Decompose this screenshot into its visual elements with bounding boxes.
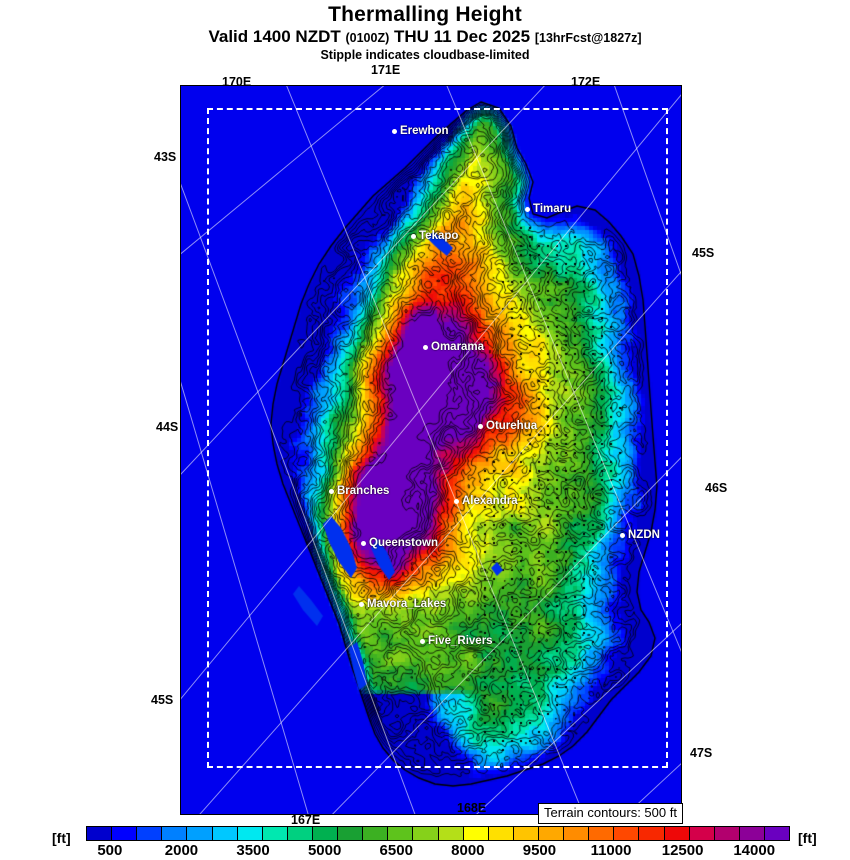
valid-time-line: Valid 1400 NZDT (0100Z) THU 11 Dec 2025 …	[0, 27, 850, 48]
lat-tick-label: 43S	[154, 150, 177, 164]
colorbar-tick-labels: 500 2000 3500 5000 6500 8000 9500 11000 12500 140…	[86, 842, 790, 860]
colorbar-tick: 2000	[164, 842, 199, 859]
colorbar-cell	[438, 827, 464, 840]
lat-tick-label: 46S	[705, 481, 728, 495]
colorbar-cell	[538, 827, 565, 840]
stipple-note: Stipple indicates cloudbase-limited	[320, 48, 530, 62]
lon-tick-label: 168E	[457, 801, 487, 815]
colorbar-cell	[262, 827, 288, 840]
colorbar-cell	[162, 827, 188, 840]
colorbar-cell	[212, 827, 238, 840]
map-plot-area[interactable]: Erewhon Timaru Tekapo Omarama Oturehua Branch…	[180, 85, 682, 815]
terrain-contour-legend: Terrain contours: 500 ft	[538, 803, 683, 824]
colorbar-tick: 14000	[733, 842, 776, 859]
colorbar-unit-left: [ft]	[52, 830, 71, 846]
colorbar-cell	[312, 827, 339, 840]
colorbar-cell	[287, 827, 313, 840]
title-block: Thermalling Height Valid 1400 NZDT (0100…	[0, 0, 850, 63]
lat-tick-label: 45S	[151, 693, 174, 707]
colorbar-cell	[112, 827, 138, 840]
lon-tick-label: 172E	[571, 75, 601, 89]
colorbar-cell	[388, 827, 414, 840]
colorbar-tick: 12500	[661, 842, 704, 859]
colorbar-tick: 500	[97, 842, 123, 859]
colorbar-cell	[689, 827, 715, 840]
colorbar-cell	[739, 827, 765, 840]
lon-tick-label: 167E	[291, 813, 321, 827]
colorbar-cell	[664, 827, 690, 840]
colorbar-cell	[187, 827, 213, 840]
colorbar-cell	[614, 827, 640, 840]
colorbar-cell	[463, 827, 489, 840]
colorbar-tick: 11000	[590, 842, 632, 859]
colorbar-legend: [ft] 500 2000 3500 5000 6500 8000 9500 11000 125…	[0, 824, 850, 860]
colorbar-cell	[87, 827, 113, 840]
colorbar-gradient	[86, 826, 790, 841]
lat-tick-label: 47S	[690, 746, 713, 760]
colorbar-tick: 9500	[522, 842, 557, 859]
lon-tick-label: 170E	[222, 75, 252, 89]
valid-time-prefix: Valid 1400 NZDT	[208, 27, 341, 46]
colorbar-cell	[714, 827, 740, 840]
colorbar-cell	[513, 827, 539, 840]
thermalling-height-heatmap	[181, 86, 681, 814]
lat-tick-label: 45S	[692, 246, 715, 260]
colorbar-cell	[137, 827, 163, 840]
valid-time-utc: (0100Z)	[345, 31, 390, 45]
colorbar-tick: 5000	[307, 842, 342, 859]
forecast-tag: [13hrFcst@1827z]	[534, 31, 642, 45]
valid-date: THU 11 Dec 2025	[394, 27, 531, 46]
colorbar-cell	[413, 827, 439, 840]
colorbar-cell	[338, 827, 364, 840]
colorbar-tick: 8000	[451, 842, 485, 859]
colorbar-cell	[764, 827, 790, 840]
colorbar-cell	[639, 827, 665, 840]
page-title: Thermalling Height	[328, 3, 522, 26]
colorbar-cell	[564, 827, 590, 840]
colorbar-tick: 6500	[379, 842, 413, 859]
colorbar-cell	[589, 827, 615, 840]
lat-tick-label: 44S	[156, 420, 179, 434]
colorbar-cell	[363, 827, 389, 840]
lon-tick-label: 171E	[371, 63, 401, 77]
colorbar-tick: 3500	[236, 842, 270, 859]
colorbar-cell	[237, 827, 263, 840]
colorbar-unit-right: [ft]	[798, 830, 817, 846]
colorbar-cell	[488, 827, 514, 840]
